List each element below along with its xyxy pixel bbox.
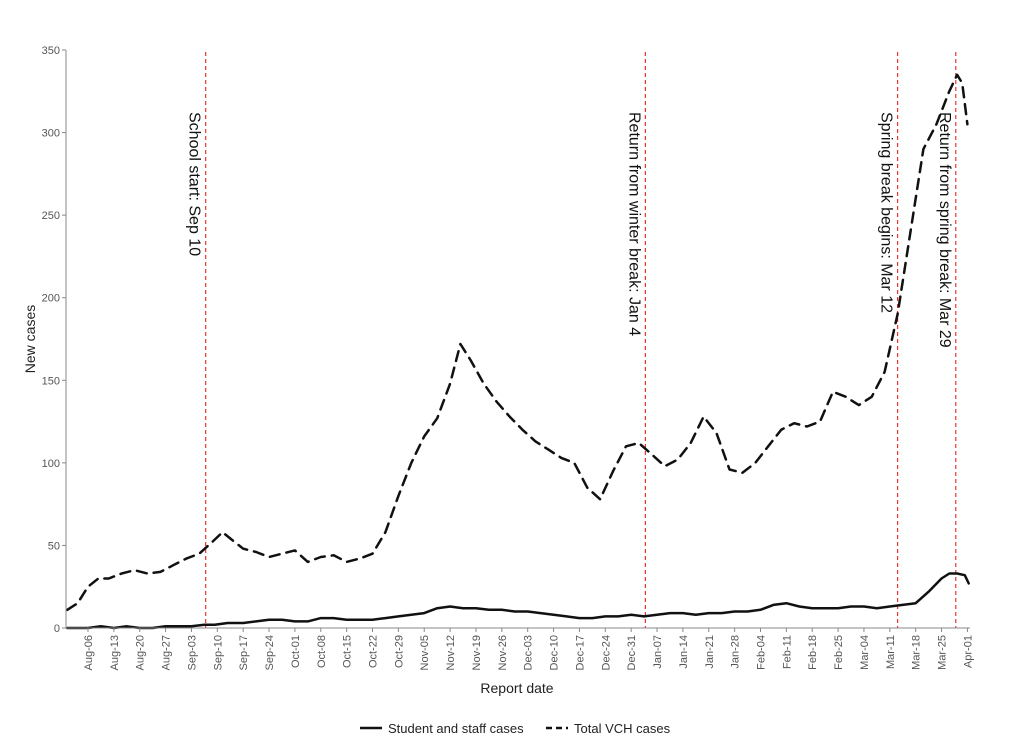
legend-label-total-vch: Total VCH cases bbox=[574, 721, 671, 736]
series-line-total-vch bbox=[66, 73, 969, 612]
x-tick-label: Feb-18 bbox=[807, 635, 819, 670]
x-tick-label: Aug-20 bbox=[135, 635, 147, 670]
x-tick-label: Aug-27 bbox=[161, 635, 173, 670]
x-tick-label: Oct-29 bbox=[393, 635, 405, 668]
x-tick-label: Feb-25 bbox=[833, 635, 845, 670]
y-tick-label: 300 bbox=[42, 128, 60, 140]
x-tick-label: Apr-01 bbox=[962, 635, 974, 668]
x-tick-label: Mar-25 bbox=[937, 635, 949, 670]
x-tick-label: Sep-17 bbox=[238, 635, 250, 670]
annotation-lines bbox=[205, 52, 957, 628]
annotation-label: Return from spring break: Mar 29 bbox=[936, 112, 953, 348]
x-tick-label: Sep-24 bbox=[264, 635, 276, 670]
x-tick-label: Jan-21 bbox=[704, 635, 716, 669]
y-tick-label: 350 bbox=[42, 45, 60, 57]
x-tick-label: Nov-26 bbox=[497, 635, 509, 670]
x-tick-label: Oct-22 bbox=[368, 635, 380, 668]
x-tick-label: Dec-24 bbox=[600, 635, 612, 670]
x-tick-label: Jan-07 bbox=[652, 635, 664, 669]
x-tick-label: Mar-18 bbox=[911, 635, 923, 670]
x-tick-label: Mar-11 bbox=[885, 635, 897, 669]
annotation-labels: School start: Sep 10 Return from winter b… bbox=[186, 112, 953, 348]
x-tick-label: Jan-28 bbox=[730, 635, 742, 669]
y-tick-label: 50 bbox=[48, 540, 60, 552]
annotation-label: School start: Sep 10 bbox=[186, 112, 203, 256]
x-tick-label: Dec-31 bbox=[626, 635, 638, 670]
axes bbox=[65, 50, 970, 629]
x-tick-label: Aug-06 bbox=[83, 635, 95, 670]
x-ticks: Aug-06 Aug-13 Aug-20 Aug-27 Sep-03 Sep-10 Sep-… bbox=[83, 628, 974, 670]
x-tick-label: Dec-03 bbox=[523, 635, 535, 670]
legend: Student and staff cases Total VCH cases bbox=[360, 721, 671, 736]
series-line-student-staff bbox=[66, 572, 970, 630]
series-lines bbox=[66, 73, 970, 630]
annotation-label: Return from winter break: Jan 4 bbox=[625, 112, 642, 336]
y-ticks: 0 50 100 150 200 250 300 350 bbox=[42, 45, 66, 635]
x-tick-label: Oct-08 bbox=[316, 635, 328, 668]
x-tick-label: Feb-11 bbox=[781, 635, 793, 669]
y-axis-title: New cases bbox=[22, 305, 38, 373]
x-tick-label: Jan-14 bbox=[678, 635, 690, 669]
x-tick-label: Aug-13 bbox=[109, 635, 121, 670]
x-axis-title: Report date bbox=[480, 680, 553, 696]
x-tick-label: Nov-12 bbox=[445, 635, 457, 670]
x-tick-label: Nov-05 bbox=[419, 635, 431, 670]
x-tick-label: Oct-15 bbox=[342, 635, 354, 668]
y-tick-label: 150 bbox=[42, 375, 60, 387]
x-tick-label: Nov-19 bbox=[471, 635, 483, 670]
x-tick-label: Sep-10 bbox=[212, 635, 224, 670]
x-tick-label: Dec-17 bbox=[574, 635, 586, 670]
x-tick-label: Sep-03 bbox=[186, 635, 198, 670]
x-tick-label: Mar-04 bbox=[859, 635, 871, 670]
y-tick-label: 250 bbox=[42, 210, 60, 222]
annotation-label: Spring break begins: Mar 12 bbox=[878, 112, 895, 313]
x-tick-label: Feb-04 bbox=[755, 635, 767, 670]
x-tick-label: Dec-10 bbox=[549, 635, 561, 670]
legend-label-student-staff: Student and staff cases bbox=[388, 721, 524, 736]
y-tick-label: 200 bbox=[42, 293, 60, 305]
y-tick-label: 100 bbox=[42, 458, 60, 470]
x-tick-label: Oct-01 bbox=[290, 635, 302, 668]
y-tick-label: 0 bbox=[54, 623, 60, 635]
